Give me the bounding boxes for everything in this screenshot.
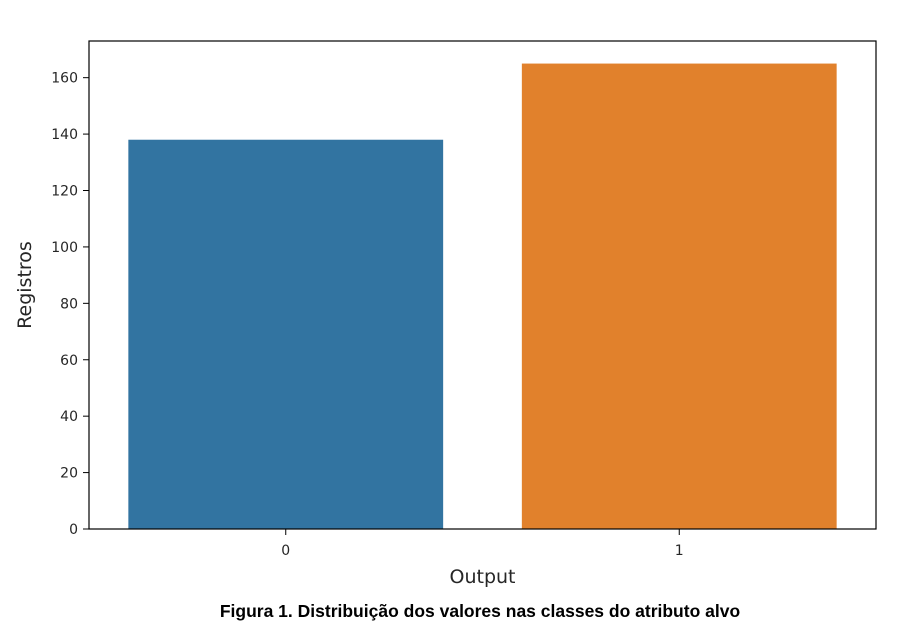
bar-0 xyxy=(128,139,444,529)
bars-group xyxy=(128,63,837,530)
y-tick-label: 80 xyxy=(60,296,78,312)
y-axis-ticks: 0 20 40 60 80 100 120 140 160 xyxy=(51,71,89,538)
y-tick-label: 20 xyxy=(60,466,78,482)
x-tick-label: 0 xyxy=(281,543,290,559)
y-tick-label: 40 xyxy=(60,409,78,425)
y-tick-label: 120 xyxy=(51,184,78,200)
y-tick-label: 60 xyxy=(60,353,78,369)
x-tick-label: 1 xyxy=(675,543,684,559)
x-axis-label: Output xyxy=(450,566,516,588)
y-tick-label: 160 xyxy=(51,71,78,87)
bar-1 xyxy=(521,63,837,530)
y-tick-label: 0 xyxy=(69,522,78,538)
figure-caption: Figura 1. Distribuição dos valores nas c… xyxy=(219,601,741,621)
y-axis-label: Registros xyxy=(14,241,36,329)
y-tick-label: 100 xyxy=(51,240,78,256)
plot-frame xyxy=(88,40,877,530)
y-tick-label: 140 xyxy=(51,127,78,143)
